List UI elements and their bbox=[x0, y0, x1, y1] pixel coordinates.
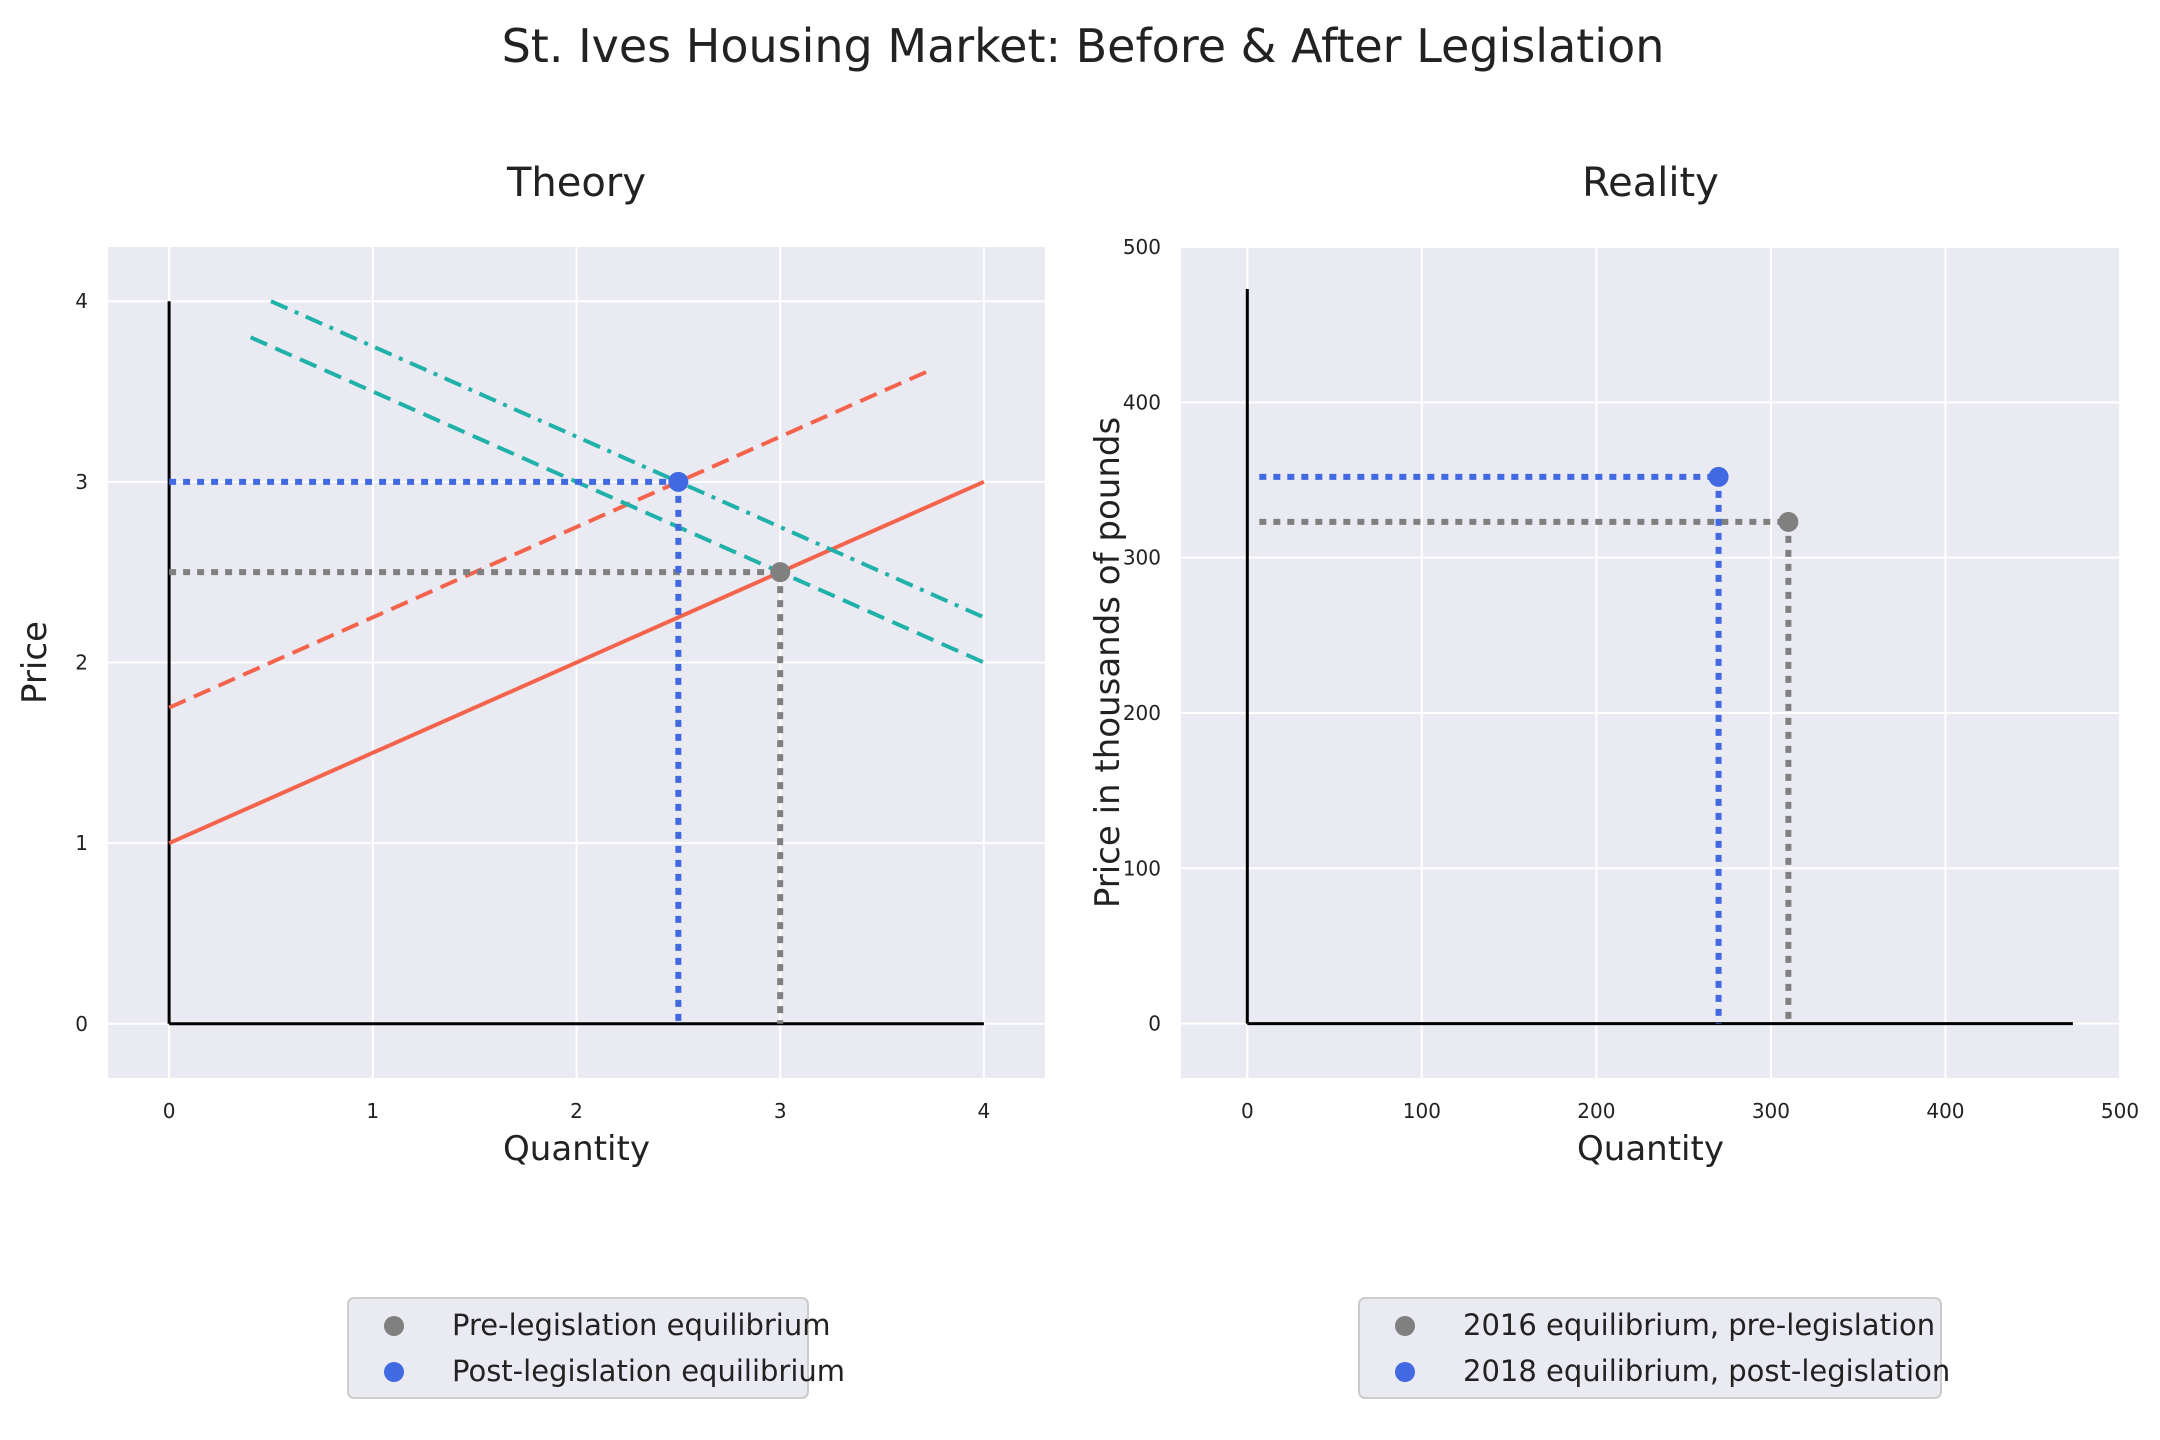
equilibrium-point bbox=[668, 471, 689, 492]
x-tick-label: 200 bbox=[1577, 1099, 1615, 1123]
panel-title: Theory bbox=[506, 160, 646, 206]
x-tick-label: 0 bbox=[1241, 1099, 1254, 1123]
legend-label: Pre-legislation equilibrium bbox=[452, 1308, 830, 1342]
curve-supply-solid bbox=[168, 480, 985, 845]
y-tick-label: 3 bbox=[75, 470, 88, 494]
equilibrium-point bbox=[770, 562, 791, 583]
x-tick-label: 500 bbox=[2101, 1099, 2139, 1123]
x-axis-label: Quantity bbox=[503, 1129, 650, 1169]
legend: 2016 equilibrium, pre-legislation 2018 eq… bbox=[1358, 1297, 1950, 1399]
y-tick-label: 300 bbox=[1123, 546, 1161, 570]
legend-label: 2016 equilibrium, pre-legislation bbox=[1463, 1308, 1935, 1342]
x-tick-label: 3 bbox=[774, 1099, 787, 1123]
theory-panel: 0 1 2 3 4 0 1 2 3 4 Theory Quantity Price Pre-legisla… bbox=[15, 160, 1045, 1399]
y-tick-label: 200 bbox=[1123, 701, 1161, 725]
legend-label: 2018 equilibrium, post-legislation bbox=[1463, 1354, 1950, 1388]
x-tick-label: 100 bbox=[1403, 1099, 1441, 1123]
plot-area bbox=[1181, 247, 2120, 1078]
y-tick-label: 400 bbox=[1123, 390, 1161, 414]
equilibrium-point bbox=[1778, 511, 1799, 532]
legend-frame bbox=[1358, 1297, 1942, 1399]
curve-supply-dashed bbox=[168, 367, 934, 710]
x-axis-label: Quantity bbox=[1577, 1129, 1724, 1169]
x-tick-label: 400 bbox=[1926, 1099, 1964, 1123]
legend-label: Post-legislation equilibrium bbox=[452, 1354, 845, 1388]
legend: Pre-legislation equilibrium Post-legislat… bbox=[347, 1297, 845, 1399]
equilibrium-point bbox=[1708, 466, 1729, 487]
y-tick-label: 0 bbox=[1148, 1012, 1161, 1036]
y-tick-label: 2 bbox=[75, 651, 88, 675]
x-tick-label: 2 bbox=[570, 1099, 583, 1123]
y-tick-label: 500 bbox=[1123, 235, 1161, 259]
legend-frame bbox=[347, 1297, 809, 1399]
legend-marker bbox=[384, 1362, 404, 1382]
y-tick-label: 0 bbox=[75, 1012, 88, 1036]
panel-title: Reality bbox=[1582, 160, 1719, 206]
x-tick-label: 1 bbox=[366, 1099, 379, 1123]
y-tick-label: 4 bbox=[75, 289, 88, 313]
legend-marker bbox=[384, 1316, 404, 1336]
x-tick-label: 4 bbox=[978, 1099, 991, 1123]
figure-title: St. Ives Housing Market: Before & After … bbox=[502, 19, 1665, 73]
x-tick-label: 0 bbox=[163, 1099, 176, 1123]
y-axis-label: Price in thousands of pounds bbox=[1088, 417, 1128, 908]
legend-marker bbox=[1395, 1316, 1415, 1336]
x-tick-label: 300 bbox=[1752, 1099, 1790, 1123]
curve-demand-dashdot bbox=[270, 299, 985, 620]
reality-panel: 0 100 200 300 400 500 0 100 200 300 400 500 Reality Q… bbox=[1088, 160, 2139, 1399]
y-tick-label: 1 bbox=[75, 831, 88, 855]
y-tick-label: 100 bbox=[1123, 856, 1161, 880]
legend-marker bbox=[1395, 1362, 1415, 1382]
y-axis-label: Price bbox=[15, 621, 55, 704]
